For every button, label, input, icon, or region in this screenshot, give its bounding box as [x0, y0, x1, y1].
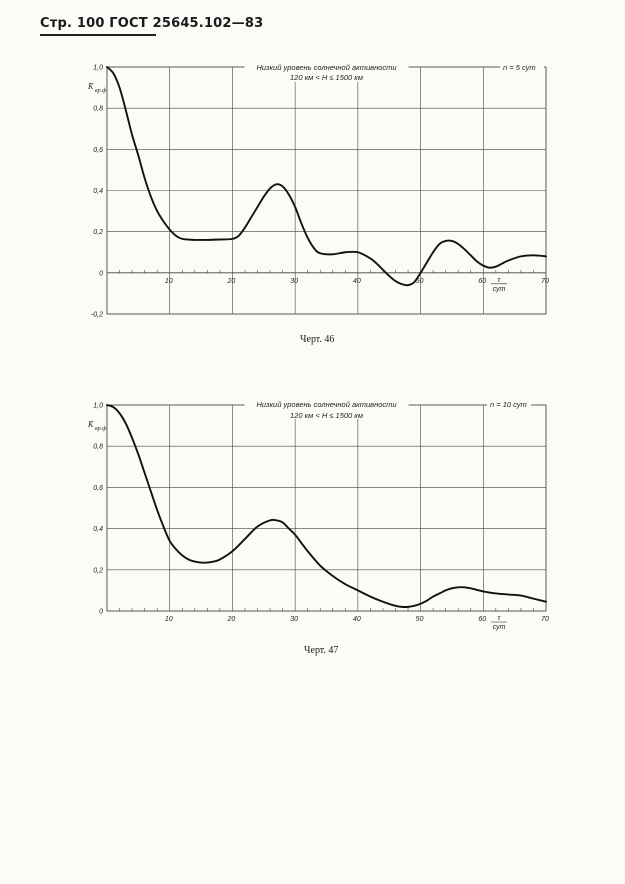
header-rule — [40, 34, 156, 36]
y-tick-label: 0,4 — [93, 188, 103, 195]
y-tick-label: 0 — [99, 609, 103, 616]
y-tick-label: 0,8 — [93, 106, 103, 113]
title-backdrop — [244, 62, 409, 82]
x-tick-label: 40 — [353, 616, 361, 623]
x-tick-label: 50 — [416, 278, 424, 285]
chart-47: 1,0 0,8 0,6 0,4 0,2 0 10 20 30 40 50 60 70 K̄ вр.ф τ сут… — [87, 397, 549, 631]
x-tick-label: 20 — [227, 616, 236, 623]
series-line — [106, 66, 547, 287]
x-axis-label-den: сут — [493, 624, 506, 631]
y-tick-label: 1,0 — [93, 65, 103, 72]
title-backdrop — [244, 399, 409, 419]
chart-parameter: n = 5 сут — [503, 63, 536, 72]
x-tick-label: 60 — [478, 616, 486, 623]
chart-title: Низкий уровень солнечной активности — [256, 400, 397, 409]
param-backdrop — [500, 59, 544, 70]
y-tick-label: 1,0 — [93, 403, 103, 410]
x-tick-label: 60 — [478, 278, 486, 285]
page-header: Стр. 100 ГОСТ 25645.102—83 — [40, 16, 264, 31]
chart-parameter: n = 10 сут — [490, 400, 527, 409]
x-tick-label: 30 — [290, 278, 298, 285]
y-axis-label-sub: вр.ф — [95, 425, 107, 432]
y-tick-label: 0,2 — [93, 567, 103, 574]
chart-47-caption: Черт. 47 — [304, 645, 339, 656]
x-axis-label-num: τ — [498, 613, 502, 622]
y-tick-label: 0,4 — [93, 526, 103, 533]
x-tick-label: 30 — [290, 616, 298, 623]
y-tick-label: 0,2 — [93, 229, 103, 236]
x-tick-label: 70 — [541, 278, 549, 285]
y-axis-label: K̄ — [87, 82, 94, 91]
series-line — [106, 404, 547, 608]
chart-title: Низкий уровень солнечной активности — [256, 63, 397, 72]
x-axis-label-num: τ — [498, 275, 502, 284]
y-tick-label: -0,2 — [91, 312, 103, 319]
y-axis-label-sub: вр.ф — [95, 87, 107, 94]
param-backdrop — [487, 397, 531, 408]
chart-46-caption: Черт. 46 — [300, 334, 335, 345]
chart-frame — [106, 404, 547, 612]
x-tick-label: 20 — [227, 278, 236, 285]
x-tick-label: 70 — [541, 616, 549, 623]
chart-subtitle: 120 км < H ≤ 1500 км — [290, 73, 363, 82]
x-tick-label: 40 — [353, 278, 361, 285]
chart-46: 1,0 0,8 0,6 0,4 0,2 0 -0,2 10 20 30 40 50 60 70 K̄ вр.ф… — [87, 59, 549, 319]
y-axis-label: K̄ — [87, 420, 94, 429]
y-tick-label: 0,6 — [93, 485, 103, 492]
x-tick-label: 10 — [165, 278, 173, 285]
y-tick-label: 0,6 — [93, 147, 103, 154]
y-tick-label: 0,8 — [93, 444, 103, 451]
x-tick-label: 10 — [165, 616, 173, 623]
chart-subtitle: 120 км < H ≤ 1500 км — [290, 411, 363, 420]
x-tick-label: 50 — [416, 616, 424, 623]
x-axis-label-den: сут — [493, 286, 506, 293]
y-tick-label: 0 — [99, 270, 103, 277]
